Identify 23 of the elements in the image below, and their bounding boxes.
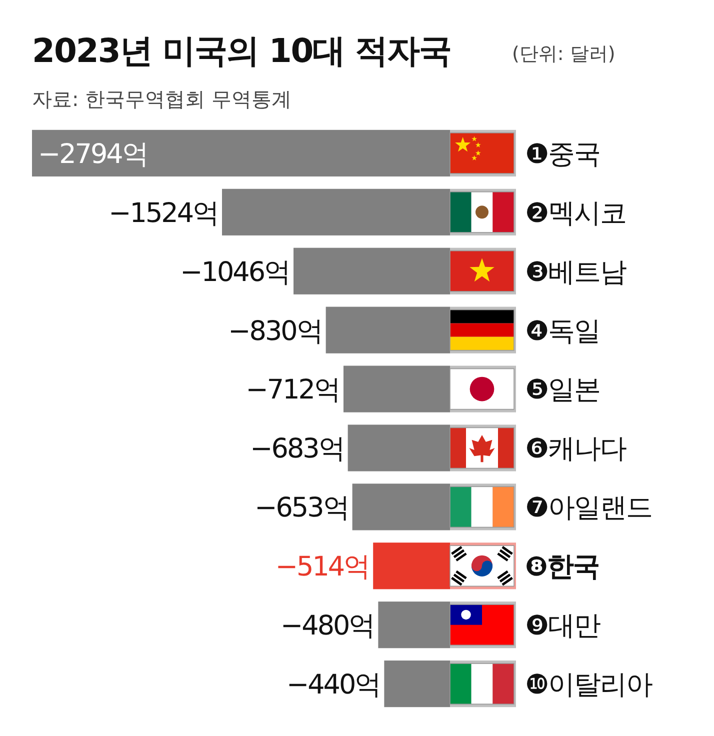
y-tick-label: ❷멕시코	[525, 198, 626, 229]
y-tick-label: ❺일본	[525, 374, 600, 406]
chart-title: 2023년 미국의 10대 적자국	[32, 31, 452, 70]
y-tick-label: ❿이탈리아	[525, 670, 654, 701]
text: 자료: 한국무역협회 무역통계	[32, 87, 292, 111]
data-label: −1046억	[180, 256, 290, 288]
y-tick-label: ❾대만	[525, 610, 602, 642]
data-label: −440억	[286, 670, 380, 701]
y-tick-label: ❹독일	[525, 316, 600, 347]
data-label: −830억	[228, 316, 322, 347]
data-label: −480억	[280, 610, 374, 642]
y-tick-label: ❶중국	[525, 138, 600, 170]
data-label: −514억	[275, 552, 370, 583]
y-tick-label: ❸베트남	[525, 256, 628, 288]
y-tick-label: ❻캐나다	[525, 434, 628, 465]
data-label: −653억	[254, 492, 348, 524]
data-label: −2794억	[38, 138, 148, 170]
data-label: −1524억	[108, 198, 218, 229]
data-label: −712억	[246, 374, 340, 406]
y-tick-label: ❽한국	[525, 552, 599, 583]
y-tick-label: ❼아일랜드	[525, 492, 652, 524]
data-label: −683억	[250, 434, 344, 465]
text: (단위: 달러)	[512, 43, 616, 65]
